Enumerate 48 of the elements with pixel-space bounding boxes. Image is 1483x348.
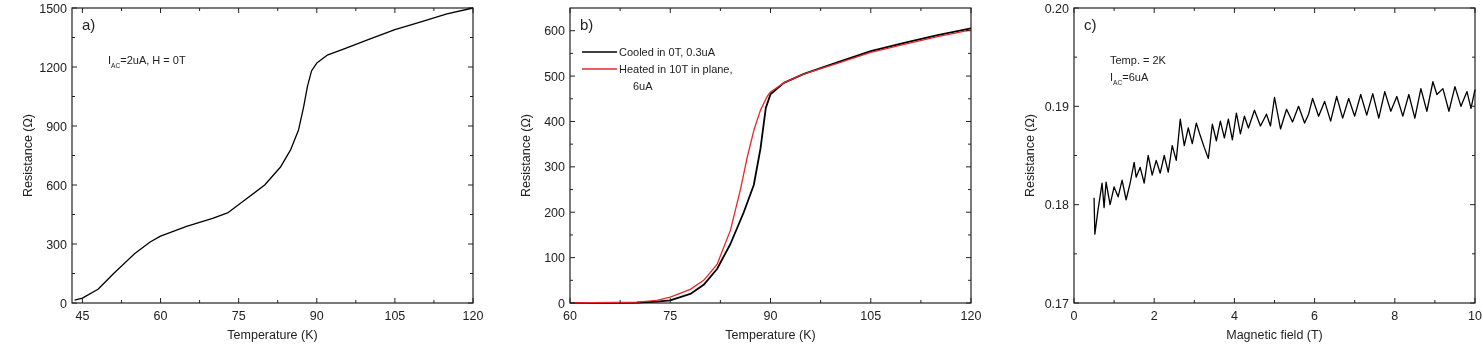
x-axis-title: Temperature (K) — [227, 328, 318, 342]
x-tick-label: 120 — [462, 309, 484, 323]
y-axis-title: Resistance (Ω) — [519, 114, 533, 197]
x-tick-label: 90 — [763, 309, 778, 323]
y-tick-label: 500 — [544, 69, 566, 84]
x-tick-label: 105 — [384, 309, 406, 323]
x-tick-label: 6 — [1311, 309, 1319, 323]
x-tick-label: 2 — [1150, 309, 1158, 323]
y-tick-label: 1500 — [39, 1, 68, 16]
annotation: b) — [580, 16, 594, 33]
line-series — [73, 7, 474, 301]
x-axis-title: Temperature (K) — [725, 328, 816, 342]
y-tick-label: 0.17 — [1044, 296, 1070, 311]
x-tick-label: 75 — [663, 309, 678, 323]
x-tick-label: 10 — [1468, 309, 1482, 323]
y-axis-title: Resistance (Ω) — [21, 114, 35, 197]
annotation: Temp. = 2K — [1110, 54, 1167, 66]
y-tick-label: 300 — [544, 160, 566, 175]
y-tick-label: 1200 — [39, 60, 68, 75]
y-tick-label: 0.18 — [1044, 198, 1070, 213]
x-tick-label: 4 — [1230, 309, 1238, 323]
y-tick-label: 400 — [544, 114, 566, 129]
x-axis-title: Magnetic field (T) — [1226, 328, 1323, 342]
x-tick-label: 60 — [153, 309, 168, 323]
y-tick-label: 100 — [544, 251, 566, 266]
x-tick-label: 90 — [309, 309, 324, 323]
x-tick-label: 105 — [860, 309, 882, 323]
y-tick-label: 0 — [558, 296, 566, 311]
y-tick-label: 900 — [46, 119, 68, 134]
y-tick-label: 600 — [46, 178, 68, 193]
y-tick-label: 600 — [544, 24, 566, 39]
y-axis-title: Resistance (Ω) — [1023, 114, 1037, 197]
y-tick-label: 0.20 — [1044, 1, 1070, 16]
annotation: I$_{AC}$=6uA — [1110, 71, 1149, 86]
x-tick-label: 75 — [231, 309, 246, 323]
y-tick-label: 300 — [46, 237, 68, 252]
annotation: c) — [1084, 16, 1097, 33]
x-tick-label: 8 — [1391, 309, 1399, 323]
legend-label: Heated in 10T in plane, 6uA — [619, 63, 733, 92]
x-tick-label: 60 — [563, 309, 577, 323]
x-tick-label: 45 — [75, 309, 90, 323]
annotation: I$_{AC}$=2uA, H = 0T — [108, 54, 186, 69]
legend-label: Cooled in 0T, 0.3uA — [619, 46, 716, 58]
annotation: a) — [82, 16, 96, 33]
y-tick-label: 200 — [544, 205, 566, 220]
y-tick-label: 0 — [60, 296, 68, 311]
y-tick-label: 0.19 — [1044, 99, 1070, 114]
x-tick-label: 120 — [960, 309, 982, 323]
